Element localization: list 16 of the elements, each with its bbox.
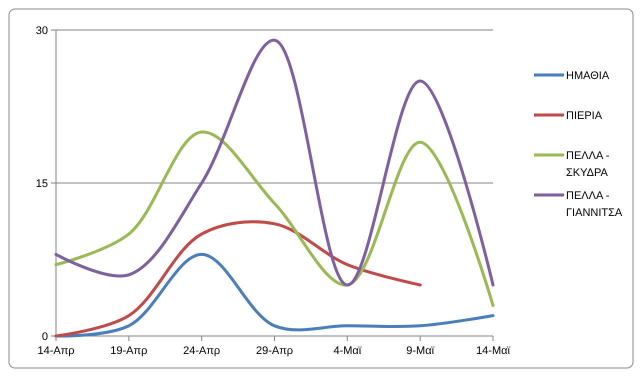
line-series xyxy=(54,38,494,286)
x-tick-label: 14-Μαϊ xyxy=(476,345,510,357)
x-tick-label: 24-Απρ xyxy=(183,345,220,357)
x-tick-label: 19-Απρ xyxy=(110,345,148,357)
legend-label: ΠΕΛΛΑ - ΓΙΑΝΝΙΤΣΑ xyxy=(566,190,623,219)
y-tick-label: 30 xyxy=(36,24,48,37)
legend-label: ΗΜΑΘΙΑ xyxy=(566,70,610,82)
x-tick-label: 29-Απρ xyxy=(256,345,294,357)
y-tick-label: 15 xyxy=(36,178,48,190)
y-tick-label: 0 xyxy=(42,330,48,343)
legend-label: ΠΙΕΡΙΑ xyxy=(566,110,603,122)
legend-label: ΠΕΛΛΑ - ΣΚΥΔΡΑ xyxy=(566,150,610,179)
x-tick-label: 14-Απρ xyxy=(37,345,75,357)
x-tick-label: 9-Μαϊ xyxy=(406,345,435,357)
x-tick-label: 4-Μαϊ xyxy=(333,345,362,357)
line-series xyxy=(54,130,494,307)
